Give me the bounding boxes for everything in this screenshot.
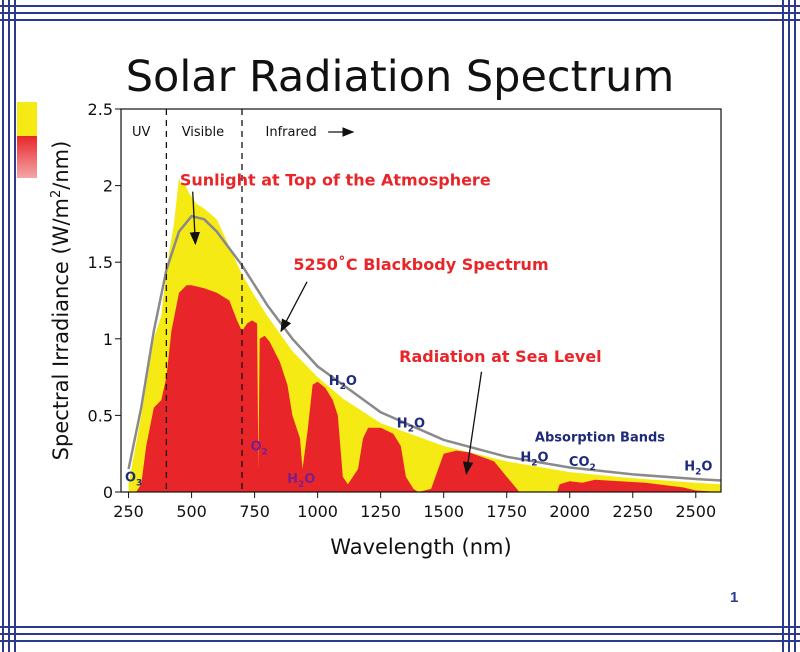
annotation-label: Radiation at Sea Level xyxy=(399,347,602,366)
page-number: 1 xyxy=(730,589,739,606)
absorber-label: H2O xyxy=(684,460,712,478)
absorber-label: H2O xyxy=(329,374,357,392)
annotation-arrow xyxy=(189,191,200,246)
absorber-label: H2O xyxy=(287,472,315,490)
frame-bottom-line-2 xyxy=(0,633,800,635)
frame-right-line-2 xyxy=(788,0,790,652)
absorber-label: O2 xyxy=(250,440,267,458)
y-tick-label: 1.5 xyxy=(88,253,113,272)
x-tick-label: 250 xyxy=(113,502,144,521)
frame-bottom-line-1 xyxy=(0,626,800,628)
decor-red-bar xyxy=(17,136,37,178)
y-tick-label: 2 xyxy=(103,177,113,196)
annotation-arrow xyxy=(462,371,483,475)
y-tick-label: 2.5 xyxy=(88,100,113,119)
x-tick-label: 500 xyxy=(176,502,207,521)
annotation-label: Absorption Bands xyxy=(535,430,665,445)
y-tick-label: 1 xyxy=(103,330,113,349)
y-axis-label-suffix: /nm) xyxy=(49,141,73,190)
y-axis-label-prefix: Spectral Irradiance (W/m xyxy=(49,198,73,460)
y-tick-label: 0 xyxy=(103,483,113,502)
decor-yellow-bar xyxy=(17,102,37,136)
series-line-blackbody xyxy=(127,214,722,482)
frame-top-line-2 xyxy=(0,12,800,14)
page-title: Solar Radiation Spectrum xyxy=(125,52,675,102)
region-label: Visible xyxy=(182,125,224,140)
x-tick-label: 1000 xyxy=(297,502,338,521)
annotation-arrow xyxy=(280,281,308,333)
y-tick-label: 0.5 xyxy=(88,406,113,425)
annotation-label: Sunlight at Top of the Atmosphere xyxy=(180,171,491,190)
x-tick-label: 1250 xyxy=(360,502,401,521)
region-label: UV xyxy=(132,125,151,140)
x-tick-label: 2500 xyxy=(675,502,716,521)
frame-right-line-3 xyxy=(794,0,796,652)
x-tick-label: 2250 xyxy=(612,502,653,521)
plot-frame xyxy=(120,108,722,493)
y-axis-label: Spectral Irradiance (W/m2/nm) xyxy=(49,141,73,461)
frame-top-line-3 xyxy=(0,19,800,21)
x-tick-label: 2000 xyxy=(549,502,590,521)
annotation-label: 5250˚C Blackbody Spectrum xyxy=(293,255,548,274)
frame-left-line-3 xyxy=(14,0,16,652)
absorber-label: CO2 xyxy=(569,455,596,473)
y-axis-label-sup: 2 xyxy=(49,190,64,198)
series-area-sea-level xyxy=(136,285,722,492)
x-tick-label: 750 xyxy=(239,502,270,521)
absorber-label: O3 xyxy=(125,470,142,488)
frame-left-line-1 xyxy=(2,0,4,652)
frame-bottom-line-3 xyxy=(0,640,800,642)
frame-right-line-1 xyxy=(782,0,784,652)
x-tick-label: 1750 xyxy=(486,502,527,521)
region-label: Infrared xyxy=(266,125,317,140)
x-axis-label: Wavelength (nm) xyxy=(330,535,511,559)
absorber-label: H2O xyxy=(397,417,425,435)
absorber-label: H2O xyxy=(520,450,548,468)
x-tick-label: 1500 xyxy=(423,502,464,521)
frame-top-line-1 xyxy=(0,5,800,7)
frame-left-line-2 xyxy=(8,0,10,652)
